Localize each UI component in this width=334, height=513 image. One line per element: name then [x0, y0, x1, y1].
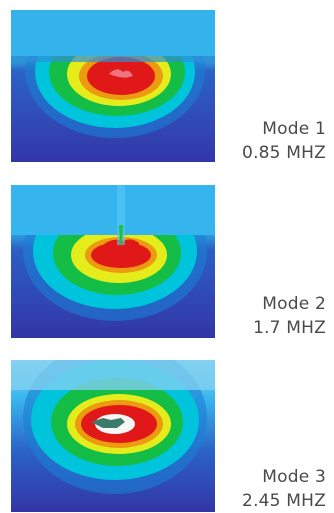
- thermal-image-mode-2: [11, 185, 215, 338]
- mode-1-name: Mode 1: [262, 119, 326, 139]
- mode-1-label: Mode 1 0.85 MHZ: [216, 117, 326, 165]
- mode-2-name: Mode 2: [262, 294, 326, 314]
- mode-1-frequency: 0.85 MHZ: [242, 143, 326, 163]
- mode-2-label: Mode 2 1.7 MHZ: [216, 292, 326, 340]
- mode-2-frequency: 1.7 MHZ: [253, 318, 326, 338]
- mode-3-name: Mode 3: [262, 467, 326, 487]
- thermal-image-mode-1: [11, 10, 215, 162]
- mode-3-frequency: 2.45 MHZ: [242, 491, 326, 511]
- mode-3-label: Mode 3 2.45 MHZ: [216, 465, 326, 513]
- thermal-image-mode-3: [11, 360, 215, 512]
